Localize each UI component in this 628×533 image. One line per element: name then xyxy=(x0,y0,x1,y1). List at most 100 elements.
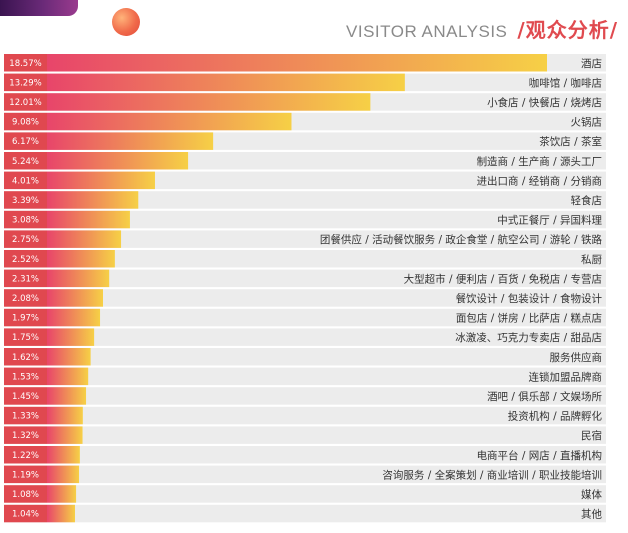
bar-row: 1.97% 面包店 / 饼房 / 比萨店 / 糕点店 xyxy=(4,308,606,327)
bar-row: 1.33% 投资机构 / 品牌孵化 xyxy=(4,406,606,425)
value-label: 2.75% xyxy=(12,235,39,245)
bar-row: 1.75% 冰激凌、巧克力专卖店 / 甜品店 xyxy=(4,328,606,346)
value-label-box xyxy=(4,446,47,464)
value-label-box xyxy=(4,269,47,288)
value-label-box xyxy=(4,73,47,92)
bar-row: 1.08% 媒体 xyxy=(4,485,606,503)
row-background xyxy=(4,289,606,307)
category-label: 酒店 xyxy=(581,57,602,70)
value-label: 1.19% xyxy=(12,470,39,480)
bar xyxy=(47,210,130,229)
value-label: 6.17% xyxy=(12,137,39,147)
value-label: 1.32% xyxy=(12,431,39,441)
value-label: 3.08% xyxy=(12,216,39,226)
bar-row: 1.32% 民宿 xyxy=(4,426,606,444)
value-label: 2.52% xyxy=(12,255,39,265)
category-label: 咨询服务 / 全案策划 / 商业培训 / 职业技能培训 xyxy=(382,468,602,481)
category-label: 咖啡馆 / 咖啡店 xyxy=(529,76,602,89)
category-label: 火锅店 xyxy=(571,116,603,129)
bar-row: 1.04% 其他 xyxy=(4,504,606,523)
category-label: 其他 xyxy=(581,508,602,521)
value-label-box xyxy=(4,230,47,248)
value-label: 9.08% xyxy=(12,118,39,128)
value-label-box xyxy=(4,152,47,170)
category-label: 团餐供应 / 活动餐饮服务 / 政企食堂 / 航空公司 / 游轮 / 铁路 xyxy=(320,233,603,246)
bar-row: 1.22% 电商平台 / 网店 / 直播机构 xyxy=(4,446,606,464)
bar xyxy=(47,406,83,425)
bar-row: 18.57% 酒店 xyxy=(4,54,606,72)
bar xyxy=(47,367,89,386)
value-label: 1.33% xyxy=(12,412,39,422)
bar xyxy=(47,152,189,170)
category-label: 进出口商 / 经销商 / 分销商 xyxy=(477,174,602,187)
bar-row: 13.29% 咖啡馆 / 咖啡店 xyxy=(4,73,606,92)
bar-row: 2.52% 私厨 xyxy=(4,250,606,268)
row-background xyxy=(4,210,606,229)
row-background xyxy=(4,426,606,444)
bar-row: 5.24% 制造商 / 生产商 / 源头工厂 xyxy=(4,152,606,170)
value-label-box xyxy=(4,504,47,523)
bar xyxy=(47,289,104,307)
chart-title-chinese: /观众分析/ xyxy=(517,18,618,42)
row-background xyxy=(4,250,606,268)
bar xyxy=(47,485,77,503)
bar xyxy=(47,191,139,209)
bar-row: 2.31% 大型超市 / 便利店 / 百货 / 免税店 / 专营店 xyxy=(4,269,606,288)
value-label-box xyxy=(4,348,47,366)
bar xyxy=(47,387,87,405)
category-label: 酒吧 / 俱乐部 / 文娱场所 xyxy=(487,390,602,403)
bar-row: 12.01% 小食店 / 快餐店 / 烧烤店 xyxy=(4,93,606,111)
category-label: 民宿 xyxy=(581,429,602,442)
category-label: 投资机构 / 品牌孵化 xyxy=(508,410,603,423)
value-label-box xyxy=(4,289,47,307)
bar xyxy=(47,328,95,346)
bar xyxy=(47,230,122,248)
category-label: 电商平台 / 网店 / 直播机构 xyxy=(477,449,602,462)
category-label: 小食店 / 快餐店 / 烧烤店 xyxy=(487,96,602,109)
bar xyxy=(47,132,214,150)
bar xyxy=(47,504,76,523)
value-label: 1.45% xyxy=(12,392,39,402)
bar xyxy=(47,269,110,288)
bar xyxy=(47,426,83,444)
bar xyxy=(47,465,80,484)
value-label-box xyxy=(4,367,47,386)
bar-row: 3.39% 轻食店 xyxy=(4,191,606,209)
bar-row: 2.08% 餐饮设计 / 包装设计 / 食物设计 xyxy=(4,289,606,307)
category-label: 冰激凌、巧克力专卖店 / 甜品店 xyxy=(455,331,602,344)
value-label-box xyxy=(4,93,47,111)
value-label: 2.08% xyxy=(12,294,39,304)
bar-row: 1.53% 连锁加盟品牌商 xyxy=(4,367,606,386)
value-label: 13.29% xyxy=(9,78,41,88)
bar xyxy=(47,446,80,464)
value-label: 1.97% xyxy=(12,314,39,324)
value-label-box xyxy=(4,210,47,229)
value-label-box xyxy=(4,132,47,150)
value-label-box xyxy=(4,171,47,190)
value-label: 12.01% xyxy=(9,98,41,108)
bar xyxy=(47,308,101,327)
bar-row: 4.01% 进出口商 / 经销商 / 分销商 xyxy=(4,171,606,190)
bar-row: 1.45% 酒吧 / 俱乐部 / 文娱场所 xyxy=(4,387,606,405)
category-label: 连锁加盟品牌商 xyxy=(529,370,603,383)
row-background xyxy=(4,367,606,386)
row-background xyxy=(4,348,606,366)
value-label: 1.75% xyxy=(12,333,39,343)
category-label: 餐饮设计 / 包装设计 / 食物设计 xyxy=(456,292,603,305)
row-background xyxy=(4,406,606,425)
row-background xyxy=(4,446,606,464)
category-label: 媒体 xyxy=(581,488,602,501)
category-label: 大型超市 / 便利店 / 百货 / 免税店 / 专营店 xyxy=(404,272,602,285)
value-label-box xyxy=(4,465,47,484)
value-label: 1.22% xyxy=(12,451,39,461)
bar xyxy=(47,73,405,92)
value-label: 2.31% xyxy=(12,274,39,284)
chart-title-english: VISITOR ANALYSIS xyxy=(346,22,508,41)
bar xyxy=(47,112,292,131)
row-background xyxy=(4,191,606,209)
category-label: 中式正餐厅 / 异国料理 xyxy=(497,214,602,227)
category-label: 茶饮店 / 茶室 xyxy=(539,135,602,148)
row-background xyxy=(4,269,606,288)
value-label: 18.57% xyxy=(9,59,41,69)
